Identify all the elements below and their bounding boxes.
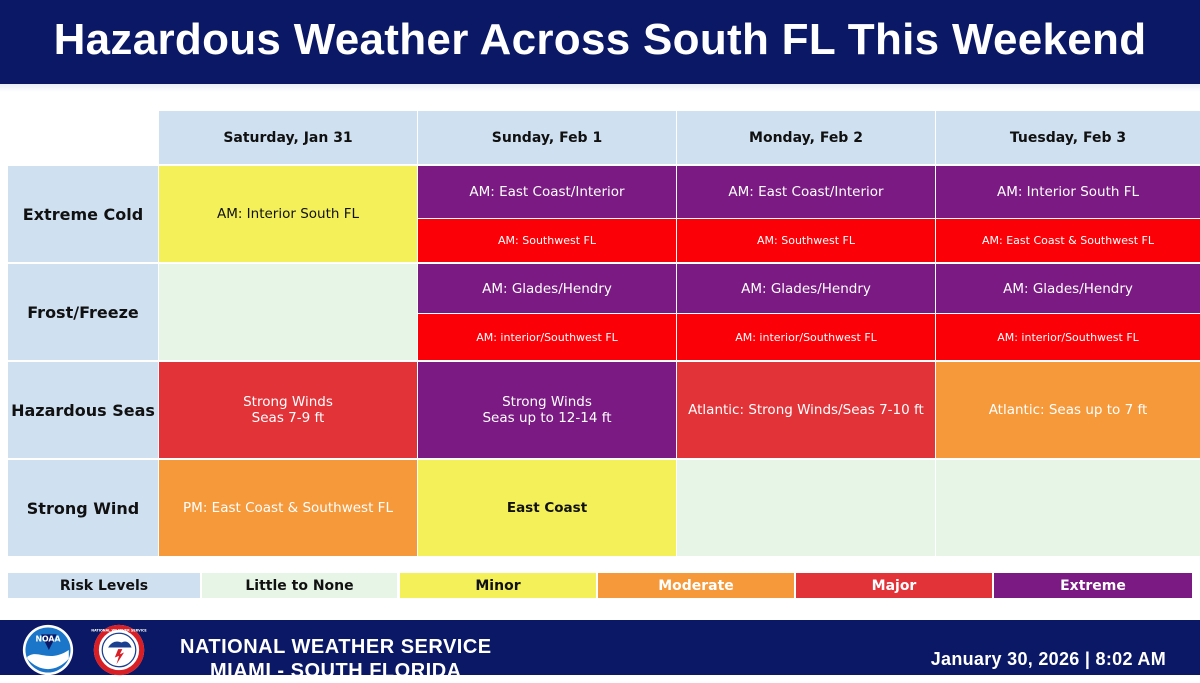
hazard-cell-top: AM: East Coast/Interior (677, 166, 935, 218)
hazard-cell (936, 460, 1200, 556)
legend-item-extreme: Extreme (994, 573, 1192, 598)
column-header-saturday: Saturday, Jan 31 (159, 111, 417, 164)
hazard-cell-bottom: AM: Southwest FL (418, 219, 676, 262)
hazard-cell: Strong Winds Seas up to 12-14 ft (418, 362, 676, 458)
hazard-cell-top: AM: East Coast/Interior (418, 166, 676, 218)
legend-item-little-to-none: Little to None (202, 573, 397, 598)
legend-item-moderate: Moderate (598, 573, 794, 598)
column-header-tuesday: Tuesday, Feb 3 (936, 111, 1200, 164)
nws-logo-text: NATIONAL WEATHER SERVICE (91, 629, 147, 633)
issued-datetime: January 30, 2026 | 8:02 AM (930, 649, 1166, 669)
column-header-sunday: Sunday, Feb 1 (418, 111, 676, 164)
hazard-cell: PM: East Coast & Southwest FL (159, 460, 417, 556)
hazard-cell-top: AM: Glades/Hendry (936, 264, 1200, 313)
row-header-strong-wind: Strong Wind (8, 460, 158, 556)
hazard-cell (159, 264, 417, 360)
hazard-cell-bottom: AM: interior/Southwest FL (936, 314, 1200, 360)
legend-item-minor: Minor (400, 573, 596, 598)
hazard-cell: AM: Interior South FL (159, 166, 417, 262)
hazard-cell: Atlantic: Seas up to 7 ft (936, 362, 1200, 458)
footer-bar (0, 620, 1200, 675)
hazard-cell-top: AM: Glades/Hendry (418, 264, 676, 313)
hazard-cell-bottom: AM: interior/Southwest FL (677, 314, 935, 360)
hazard-cell-top: AM: Glades/Hendry (677, 264, 935, 313)
noaa-logo-text: NOAA (35, 634, 60, 643)
hazard-cell-bottom: AM: interior/Southwest FL (418, 314, 676, 360)
page-title: Hazardous Weather Across South FL This W… (53, 15, 1147, 64)
header-divider (0, 84, 1200, 92)
hazard-cell-bottom: AM: Southwest FL (677, 219, 935, 262)
column-header-monday: Monday, Feb 2 (677, 111, 935, 164)
noaa-logo-icon: NOAA (22, 624, 74, 676)
office-name: NATIONAL WEATHER SERVICE (180, 636, 492, 658)
row-header-hazardous-seas: Hazardous Seas (8, 362, 158, 458)
legend-title: Risk Levels (8, 573, 200, 598)
hazard-cell: East Coast (418, 460, 676, 556)
hazard-cell-bottom: AM: East Coast & Southwest FL (936, 219, 1200, 262)
hazard-cell (677, 460, 935, 556)
hazard-cell: Atlantic: Strong Winds/Seas 7-10 ft (677, 362, 935, 458)
row-header-extreme-cold: Extreme Cold (8, 166, 158, 262)
office-location: MIAMI - SOUTH FLORIDA (210, 660, 462, 682)
hazard-cell-top: AM: Interior South FL (936, 166, 1200, 218)
header-bar (0, 0, 1200, 84)
hazard-cell: Strong Winds Seas 7-9 ft (159, 362, 417, 458)
row-header-frost-freeze: Frost/Freeze (8, 264, 158, 360)
legend-item-major: Major (796, 573, 992, 598)
nws-logo-icon: NATIONAL WEATHER SERVICE (91, 624, 147, 676)
